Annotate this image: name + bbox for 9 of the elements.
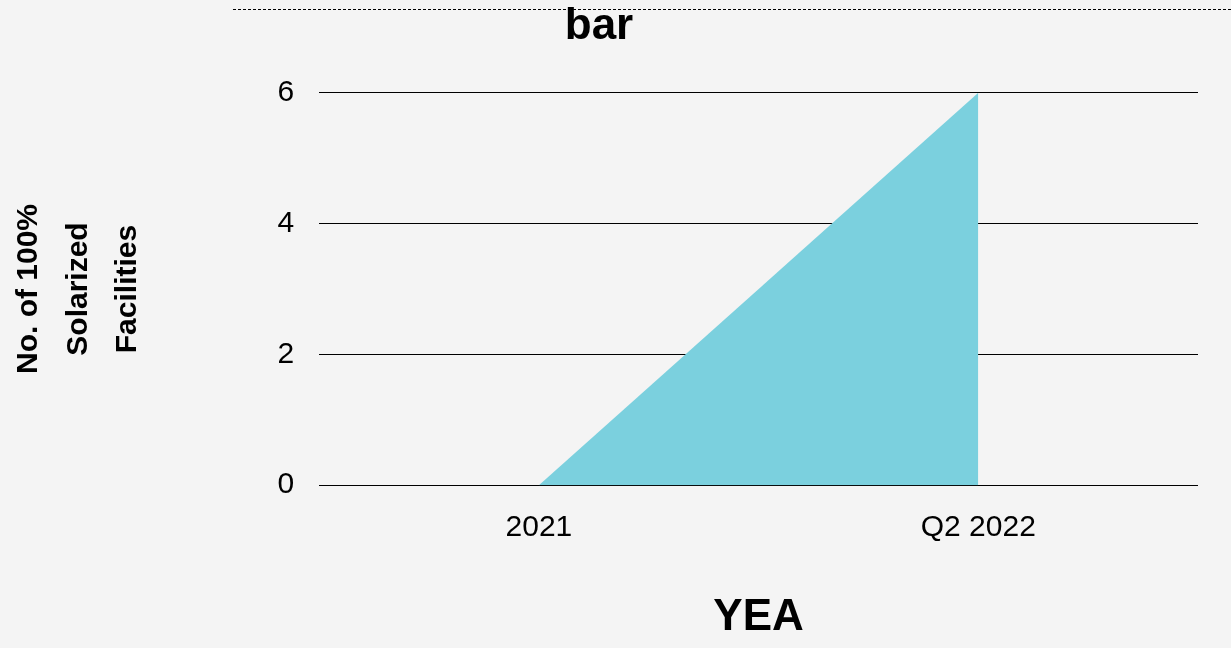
y-tick-label: 4	[277, 204, 295, 238]
chart-title: bar	[564, 0, 634, 48]
y-axis-title: No. of 100% Solarized Facilities	[10, 203, 143, 375]
y-tick-label: 2	[277, 335, 295, 369]
x-axis-title: YEA	[713, 589, 804, 639]
y-tick-label: 0	[277, 466, 295, 500]
x-tick-label: 2021	[505, 509, 573, 543]
x-tick-label: Q2 2022	[920, 509, 1036, 543]
y-tick-label: 6	[277, 74, 295, 108]
